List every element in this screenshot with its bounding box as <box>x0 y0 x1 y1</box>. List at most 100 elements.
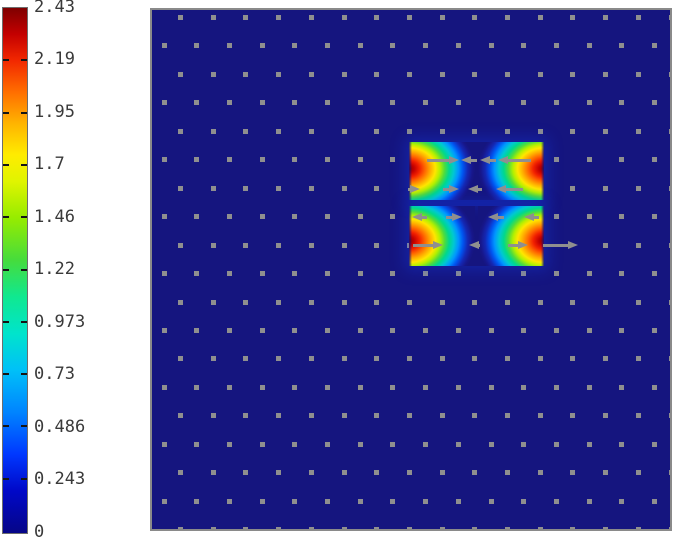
quiver-dot <box>553 441 559 447</box>
quiver-dot <box>357 327 363 333</box>
quiver-dot <box>259 43 265 49</box>
quiver-dot <box>472 470 478 476</box>
quiver-dot <box>374 356 380 362</box>
quiver-dot <box>652 100 657 106</box>
quiver-dot <box>194 100 200 106</box>
quiver-dot <box>161 441 167 447</box>
quiver-dot <box>586 384 592 390</box>
quiver-dot <box>178 527 183 529</box>
quiver-dot <box>325 271 330 277</box>
quiver-dot <box>455 441 461 447</box>
quiver-dot <box>668 470 670 476</box>
quiver-dot <box>341 185 347 191</box>
quiver-arrow-head <box>449 185 459 193</box>
colorbar-tick-label: 0.243 <box>34 469 86 489</box>
field-lobe <box>409 142 475 200</box>
quiver-dot <box>161 498 167 504</box>
quiver-dot <box>259 214 265 220</box>
quiver-arrow-head <box>410 185 420 193</box>
quiver-dot <box>488 498 494 504</box>
plot-area <box>150 8 672 531</box>
quiver-dot <box>259 384 265 390</box>
quiver-dot <box>276 185 282 191</box>
quiver-dot <box>652 498 657 504</box>
quiver-dot <box>586 43 592 49</box>
quiver-dot <box>357 498 363 504</box>
quiver-dot <box>292 441 298 447</box>
quiver-dot <box>652 441 657 447</box>
quiver-dot <box>210 185 216 191</box>
colorbar-tick <box>21 59 27 62</box>
quiver-dot <box>635 242 641 248</box>
quiver-dot <box>308 527 314 529</box>
quiver-dot <box>276 356 282 362</box>
quiver-dot <box>505 299 510 305</box>
quiver-dot <box>668 413 670 419</box>
quiver-arrow-head <box>412 213 422 221</box>
quiver-dot <box>390 43 396 49</box>
quiver-dot <box>243 15 249 20</box>
quiver-dot <box>455 43 461 49</box>
colorbar-tick <box>3 59 9 62</box>
quiver-arrow-head <box>568 241 578 249</box>
quiver-dot <box>423 384 429 390</box>
quiver-dot <box>276 470 282 476</box>
quiver-dot <box>406 527 412 529</box>
quiver-dot <box>455 271 461 277</box>
quiver-arrow-shaft <box>504 187 523 191</box>
colorbar-tick-label: 1.22 <box>34 259 75 279</box>
quiver-dot <box>194 271 200 277</box>
quiver-dot <box>619 271 625 277</box>
quiver-dot <box>570 356 576 362</box>
quiver-arrow-head <box>433 241 443 249</box>
quiver-dot <box>178 356 183 362</box>
quiver-dot <box>537 413 543 419</box>
quiver-dot <box>276 15 282 20</box>
quiver-dot <box>161 43 167 49</box>
quiver-dot <box>455 327 461 333</box>
quiver-dot <box>226 327 232 333</box>
quiver-arrow-shaft <box>496 215 504 219</box>
quiver-arrow-head <box>469 241 479 249</box>
quiver-dot <box>259 271 265 277</box>
quiver-dot <box>325 157 330 163</box>
quiver-dot <box>635 128 641 134</box>
quiver-dot <box>374 413 380 419</box>
quiver-arrow-shaft <box>420 215 427 219</box>
quiver-dot <box>243 527 249 529</box>
quiver-dot <box>505 527 510 529</box>
quiver-dot <box>619 214 625 220</box>
quiver-dot <box>652 43 657 49</box>
quiver-dot <box>521 498 527 504</box>
quiver-dot <box>652 157 657 163</box>
quiver-dot <box>603 185 609 191</box>
quiver-dot <box>603 242 609 248</box>
quiver-dot <box>325 327 330 333</box>
quiver-dot <box>341 527 347 529</box>
quiver-dot <box>439 413 445 419</box>
quiver-dot <box>341 128 347 134</box>
quiver-dot <box>668 242 670 248</box>
quiver-dot <box>619 498 625 504</box>
quiver-dot <box>308 71 314 77</box>
quiver-dot <box>603 470 609 476</box>
colorbar-tick <box>3 111 9 114</box>
quiver-dot <box>455 384 461 390</box>
quiver-dot <box>406 15 412 20</box>
quiver-dot <box>553 157 559 163</box>
quiver-dot <box>537 527 543 529</box>
quiver-dot <box>521 100 527 106</box>
quiver-dot <box>406 299 412 305</box>
quiver-dot <box>243 299 249 305</box>
quiver-dot <box>537 128 543 134</box>
quiver-dot <box>243 128 249 134</box>
quiver-arrow-shaft <box>476 187 482 191</box>
quiver-dot <box>276 128 282 134</box>
colorbar-tick-label: 0.973 <box>34 312 86 332</box>
quiver-dot <box>210 71 216 77</box>
colorbar-gradient <box>3 8 27 533</box>
quiver-dot <box>570 299 576 305</box>
quiver-arrow-shaft <box>446 215 454 219</box>
colorbar-tick <box>21 477 27 480</box>
